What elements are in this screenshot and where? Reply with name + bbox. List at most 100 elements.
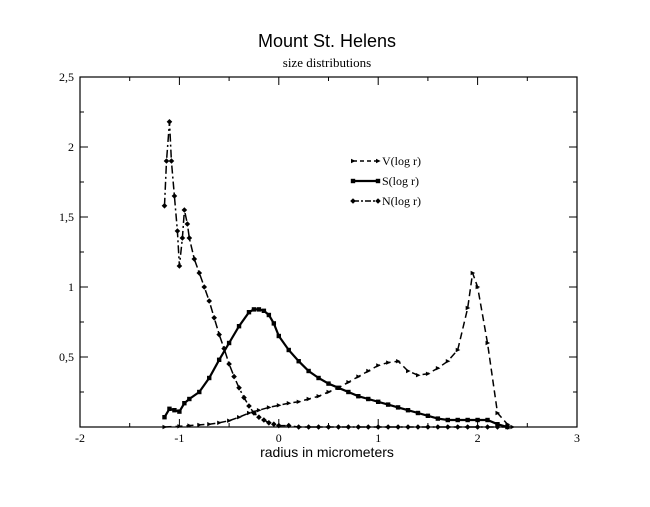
data-point-s-log-r [445,417,450,423]
series-line-n-log-r [163,121,508,428]
data-point-s-log-r [495,422,500,427]
data-point-v-log-r [465,305,471,311]
data-point-n-log-r [171,193,178,199]
data-point-s-log-r [336,385,341,390]
data-point-v-log-r [470,270,476,276]
data-point-v-log-r [246,410,252,416]
data-point-s-log-r [376,399,381,404]
data-point-s-log-r [395,405,401,410]
y-tick-label: 1,5 [59,210,74,224]
data-point-v-log-r [510,424,515,430]
chart-title: Mount St. Helens [258,31,396,51]
y-tick-label: 1 [68,280,74,294]
data-point-n-log-r [256,414,262,420]
data-point-s-log-r [167,406,172,411]
series-line-s-log-r [163,308,508,429]
data-point-n-log-r [161,203,168,209]
data-point-s-log-r [246,310,252,315]
data-point-n-log-r [196,270,203,276]
data-point-s-log-r [187,396,192,402]
data-point-s-log-r [405,408,411,413]
data-point-v-log-r [425,371,431,376]
data-point-s-log-r [256,307,262,312]
x-axis-label: radius in micrometers [260,444,394,460]
data-point-s-log-r [415,410,421,416]
data-point-n-log-r [435,424,441,430]
data-point-n-log-r [163,158,170,164]
data-point-s-log-r [346,389,351,395]
data-point-n-log-r [504,424,511,430]
data-point-n-log-r [226,361,232,367]
legend-marker-s-log-r [350,178,356,184]
data-point-n-log-r [181,207,188,213]
data-point-n-log-r [395,424,401,430]
data-point-v-log-r [455,347,461,353]
data-point-v-log-r [256,408,262,413]
data-point-v-log-r [346,380,351,385]
data-point-n-log-r [261,417,267,423]
chart-subtitle: size distributions [283,55,371,70]
data-point-s-log-r [475,417,480,423]
legend-label-v-log-r: V(log r) [382,154,421,168]
y-tick-label: 0,5 [59,350,74,364]
data-point-v-log-r [396,359,401,364]
data-point-v-log-r [366,368,371,374]
data-point-s-log-r [455,417,460,423]
data-point-s-log-r [306,368,311,374]
data-point-n-log-r [464,424,471,430]
data-point-n-log-r [206,298,213,304]
data-point-s-log-r [266,312,272,318]
data-point-n-log-r [355,424,362,430]
data-point-v-log-r [316,394,322,399]
data-point-n-log-r [425,424,431,430]
data-point-s-log-r [226,340,232,346]
data-point-v-log-r [485,340,491,346]
data-point-n-log-r [345,424,352,430]
data-point-v-log-r [237,415,242,420]
data-point-v-log-r [306,396,312,402]
data-point-n-log-r [375,424,381,430]
data-point-n-log-r [251,410,257,416]
data-point-v-log-r [326,389,332,395]
data-point-v-log-r [435,366,441,371]
data-point-n-log-r [211,315,217,321]
data-point-v-log-r [495,410,501,416]
data-point-s-log-r [182,401,187,406]
data-point-v-log-r [207,422,212,427]
data-point-n-log-r [201,284,208,290]
x-tick-label: 3 [574,431,580,445]
data-point-n-log-r [315,424,322,430]
data-point-s-log-r [162,415,167,420]
data-point-n-log-r [365,424,372,430]
y-tick-label: 2 [68,140,74,154]
data-point-v-log-r [445,359,451,364]
data-point-n-log-r [174,228,181,234]
data-point-n-log-r [266,420,272,426]
data-point-v-log-r [286,401,292,406]
data-point-s-log-r [177,409,182,414]
data-point-v-log-r [296,399,302,404]
legend-marker-n-log-r [350,198,356,204]
legend-marker-n-log-r [375,198,381,204]
data-point-n-log-r [484,424,491,430]
data-point-v-log-r [197,422,202,428]
data-point-s-log-r [251,307,257,312]
data-point-s-log-r [261,308,267,313]
data-point-v-log-r [217,420,222,425]
data-point-v-log-r [162,424,168,430]
data-point-n-log-r [191,256,198,262]
data-point-n-log-r [444,424,451,430]
data-point-v-log-r [187,423,192,428]
data-point-v-log-r [356,374,361,379]
data-point-n-log-r [474,424,481,430]
data-point-n-log-r [285,422,292,429]
data-point-n-log-r [271,421,277,427]
data-point-s-log-r [485,417,490,423]
data-point-v-log-r [177,424,182,429]
data-point-n-log-r [305,424,312,430]
data-point-s-log-r [296,359,301,364]
data-point-n-log-r [454,424,461,430]
data-point-s-log-r [356,394,361,399]
data-point-s-log-r [172,408,177,413]
